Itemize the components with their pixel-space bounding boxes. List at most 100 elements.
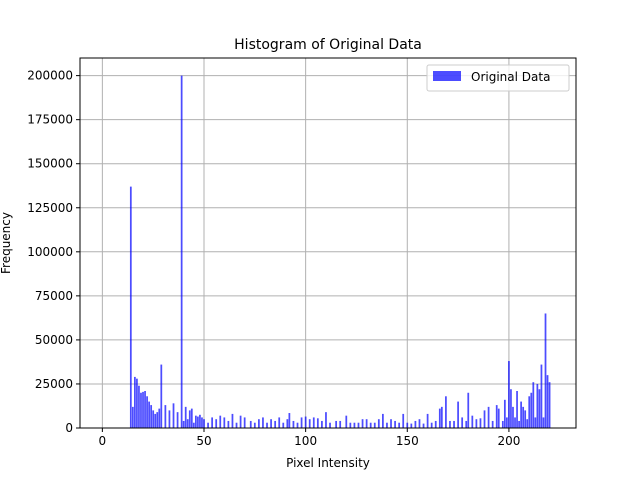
histogram-bar <box>538 389 541 428</box>
histogram-bar <box>201 417 203 428</box>
histogram-bar <box>312 417 315 428</box>
histogram-bar <box>479 418 482 428</box>
histogram-bar <box>453 420 455 428</box>
histogram-bar <box>304 416 307 428</box>
histogram-bar <box>528 396 531 428</box>
histogram-bar <box>282 422 285 428</box>
histogram-bar <box>365 419 368 428</box>
histogram-bar <box>278 417 281 428</box>
histogram-bar <box>270 419 272 428</box>
histogram-bar <box>449 420 451 428</box>
histogram-bar <box>231 413 234 428</box>
histogram-bar <box>258 419 260 428</box>
histogram-bar <box>544 313 547 428</box>
histogram-bar <box>296 422 299 428</box>
histogram-bar <box>249 420 252 428</box>
histogram-bar <box>445 396 447 428</box>
histogram-bar <box>497 408 500 428</box>
histogram-bar <box>207 422 209 428</box>
histogram-bar <box>514 417 516 428</box>
histogram-bar <box>510 389 512 428</box>
y-tick-label: 0 <box>65 421 73 435</box>
histogram-bar <box>422 423 425 428</box>
histogram-bar <box>483 410 486 428</box>
y-tick-label: 100000 <box>27 245 73 259</box>
x-tick-label: 200 <box>497 434 520 448</box>
y-tick-label: 200000 <box>27 69 73 83</box>
histogram-bar <box>438 408 441 428</box>
histogram-bar <box>223 417 226 428</box>
histogram-bar <box>461 417 464 428</box>
histogram-bar <box>184 406 187 428</box>
histogram-bar <box>516 391 518 428</box>
legend: Original Data <box>426 64 570 92</box>
histogram-bar <box>190 408 193 428</box>
x-tick-label: 0 <box>99 434 107 448</box>
histogram-bar <box>144 391 146 428</box>
histogram-bar <box>471 415 474 428</box>
histogram-bar <box>199 414 201 428</box>
histogram-bar <box>321 420 323 428</box>
histogram-bar <box>134 376 136 428</box>
histogram-bar <box>522 406 525 428</box>
histogram-bar <box>148 401 150 428</box>
histogram-bar <box>288 413 291 428</box>
histogram-bar <box>266 422 268 428</box>
legend-swatch <box>433 71 461 81</box>
histogram-bar <box>546 375 549 428</box>
histogram-bar <box>152 410 155 428</box>
histogram-bar <box>142 391 144 428</box>
x-tick-label: 50 <box>196 434 211 448</box>
histogram-bar <box>518 420 520 428</box>
histogram-bar <box>526 419 529 428</box>
histogram-bar <box>506 417 508 428</box>
histogram-bar <box>491 420 494 428</box>
histogram-bar <box>188 410 191 428</box>
histogram-bar <box>487 406 490 428</box>
histogram-bar <box>176 412 179 428</box>
histogram-bar <box>215 419 218 428</box>
y-tick-label: 150000 <box>27 157 73 171</box>
histogram-bar <box>434 420 437 428</box>
histogram-bar <box>136 378 138 428</box>
histogram-bar <box>329 422 331 428</box>
histogram-bar <box>150 405 153 428</box>
x-tick-label: 100 <box>294 434 317 448</box>
histogram-bar <box>286 419 289 428</box>
histogram-bar <box>253 422 256 428</box>
histogram-bar <box>548 382 551 428</box>
histogram-bar <box>501 420 504 428</box>
histogram-bar <box>508 361 510 428</box>
histogram-bar <box>197 416 199 428</box>
histogram-bar <box>194 415 197 428</box>
y-axis-label: Frequency <box>0 212 13 274</box>
histogram-bar <box>345 415 348 428</box>
histogram-bar <box>361 419 364 428</box>
histogram-bar <box>182 420 185 428</box>
histogram-bar <box>382 413 384 428</box>
histogram-bar <box>154 413 157 428</box>
histogram-bar <box>430 422 433 428</box>
histogram-bar <box>394 420 396 428</box>
y-ticks: 0 25000 50000 75000 100000 125000 150000 175000… <box>27 69 80 435</box>
y-tick-label: 175000 <box>27 113 73 127</box>
y-tick-label: 50000 <box>35 333 73 347</box>
histogram-bar <box>168 410 171 428</box>
histogram-bar <box>172 403 175 428</box>
histogram-bar <box>520 401 522 428</box>
histogram-bar <box>357 422 360 428</box>
histogram-bar <box>524 410 527 428</box>
histogram-bar <box>262 417 264 428</box>
histogram-bar <box>235 422 238 428</box>
y-tick-label: 125000 <box>27 201 73 215</box>
histogram-bar <box>292 420 295 428</box>
histogram-bar <box>386 422 388 428</box>
histogram-bar <box>377 419 380 428</box>
histogram-bar <box>349 422 352 428</box>
histogram-bar <box>369 422 372 428</box>
histogram-bar <box>164 405 167 428</box>
histogram-bar <box>390 419 392 428</box>
histogram-bar <box>239 415 242 428</box>
histogram-bar <box>140 392 142 428</box>
legend-label: Original Data <box>471 70 550 84</box>
